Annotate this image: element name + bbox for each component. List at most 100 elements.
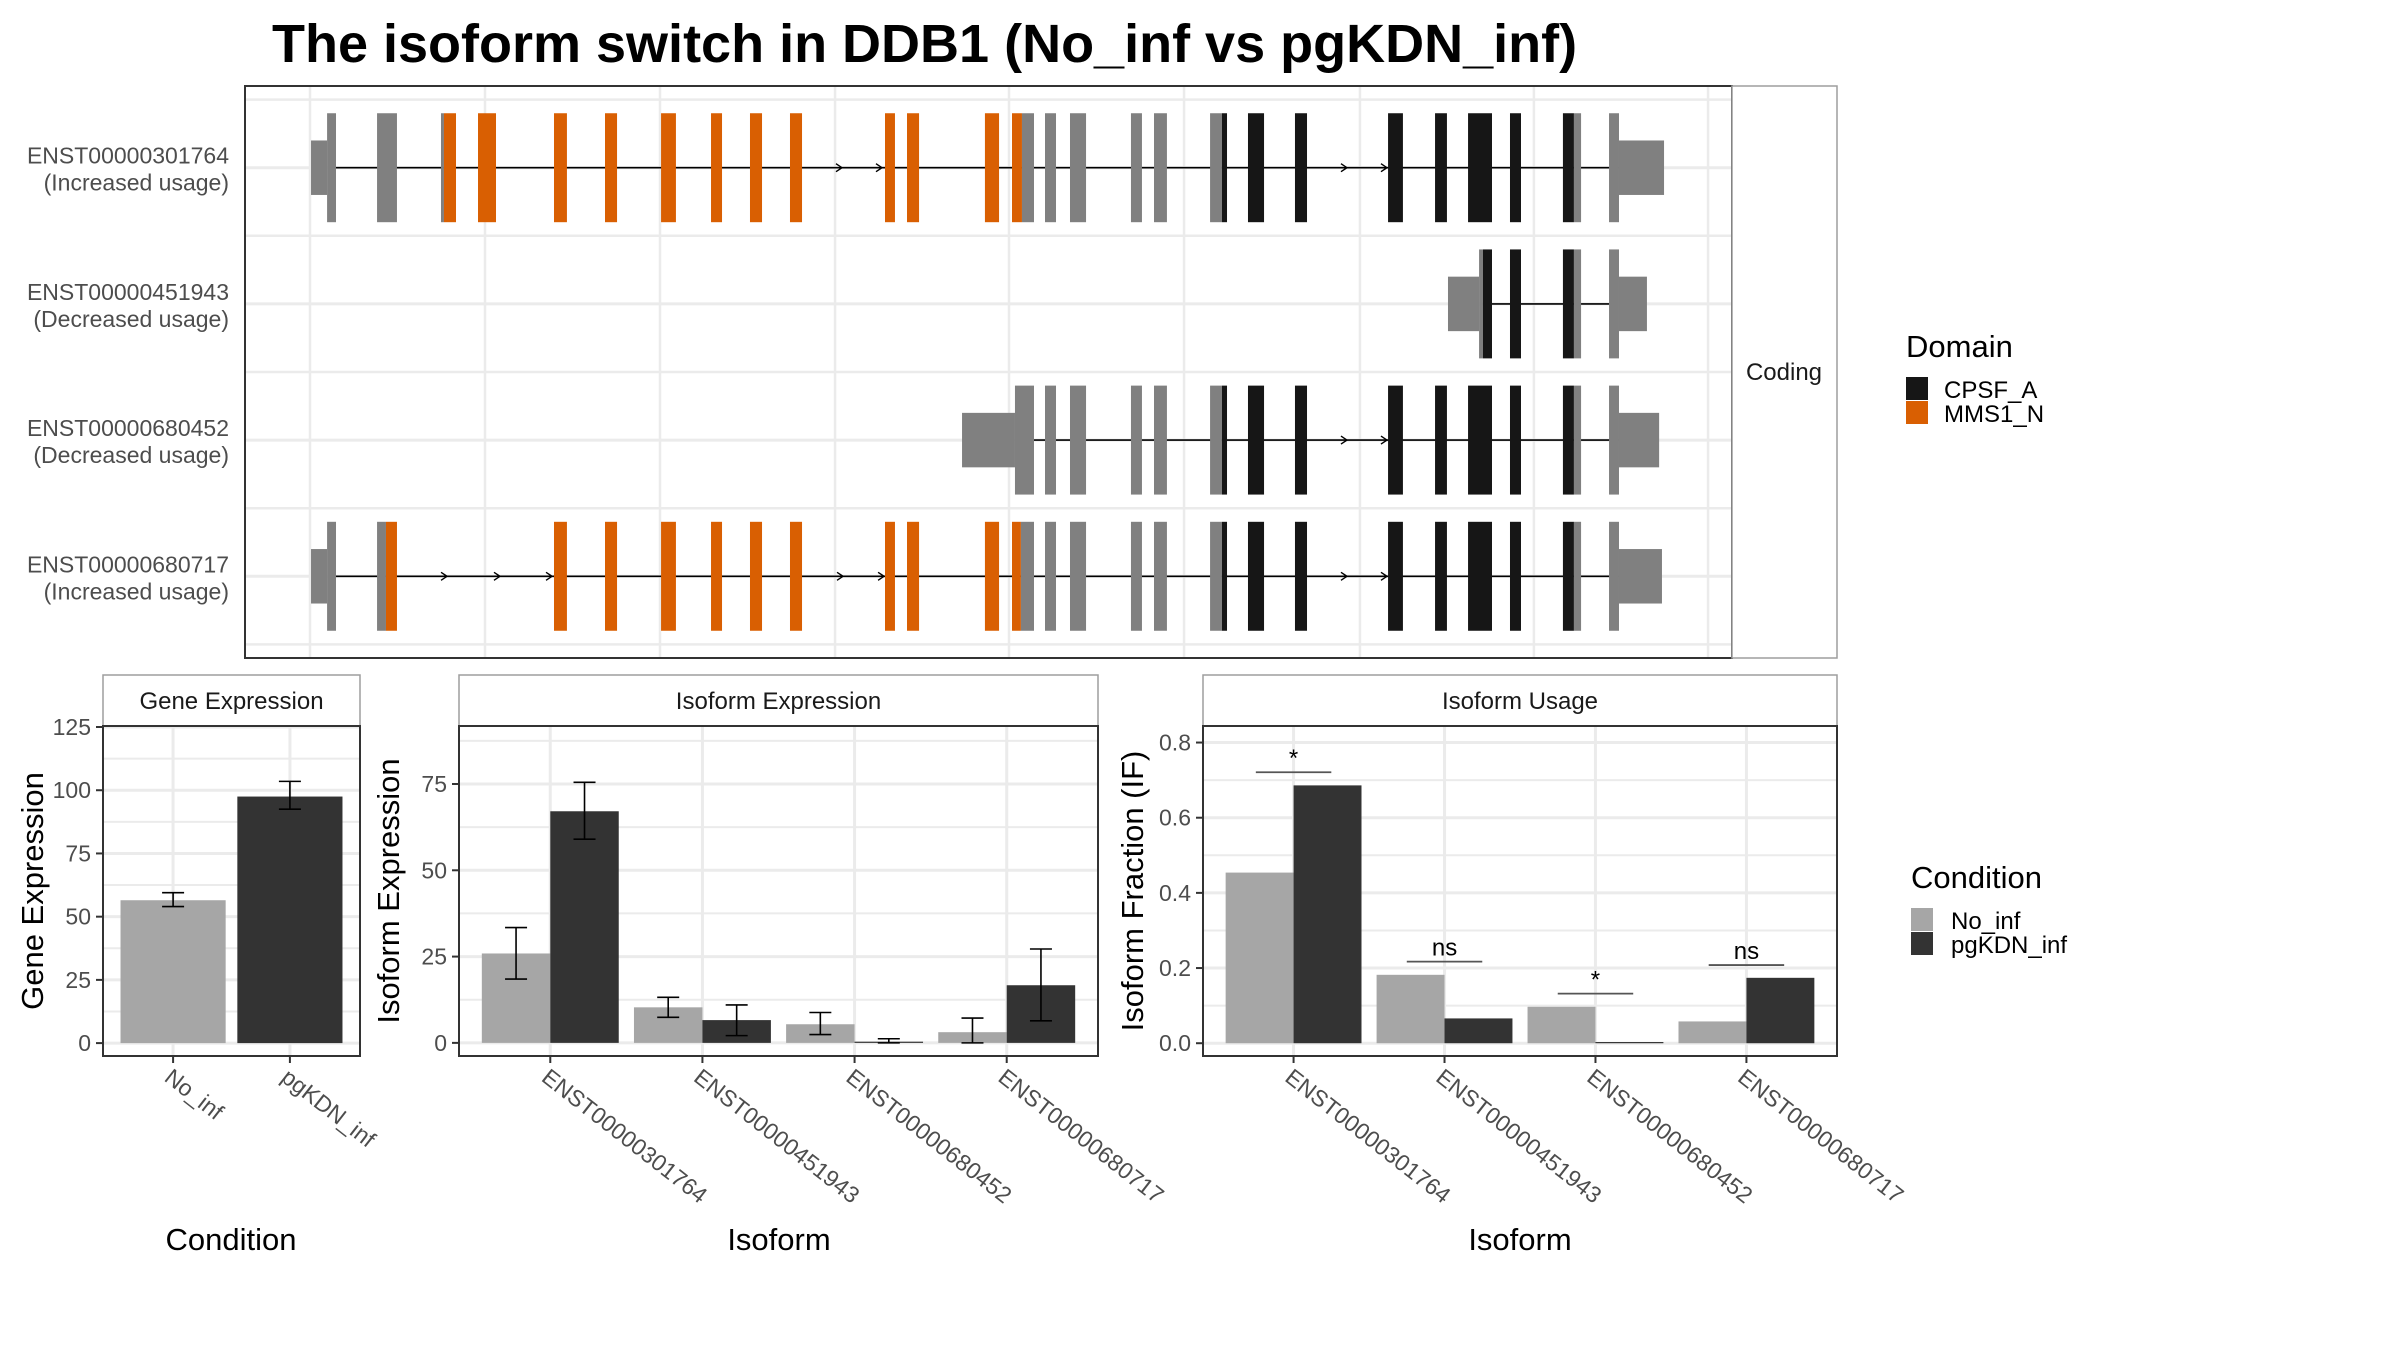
exon xyxy=(1014,385,1035,495)
y-tick-label: 25 xyxy=(65,967,91,993)
exon-domain-cpsf-a xyxy=(1435,521,1447,631)
exon-domain-cpsf-a xyxy=(1468,385,1492,495)
exon-domain-cpsf-a xyxy=(1562,113,1574,223)
exon xyxy=(1210,521,1222,631)
transcript-id-label: ENST00000451943 xyxy=(27,279,229,305)
exon-domain-cpsf-a xyxy=(1294,385,1308,495)
x-tick-label: No_inf xyxy=(160,1063,229,1125)
exon-domain-cpsf-a xyxy=(1468,521,1492,631)
exon xyxy=(1069,385,1087,495)
exon-domain-mms1-n xyxy=(1011,521,1021,631)
legend-label-no-inf: No_inf xyxy=(1951,908,2021,935)
facet-strip-label: Coding xyxy=(1746,359,1822,386)
x-tick-label: ENST00000301764 xyxy=(1280,1063,1455,1208)
x-tick-label: ENST00000680717 xyxy=(1733,1063,1908,1208)
error-bar xyxy=(961,1017,984,1044)
x-axis-title: Condition xyxy=(166,1222,297,1257)
legend-key-pgkdn-inf xyxy=(1911,932,1933,955)
transcript-usage-label: (Increased usage) xyxy=(44,170,229,196)
significance-label: * xyxy=(1289,745,1298,772)
exon-domain-mms1-n xyxy=(661,521,676,631)
significance-label: ns xyxy=(1734,938,1759,965)
exon-domain-mms1-n xyxy=(661,113,676,223)
error-bar xyxy=(877,1037,900,1044)
y-tick-label: 75 xyxy=(421,771,447,797)
exon-domain-cpsf-a xyxy=(1294,521,1308,631)
exon-domain-mms1-n xyxy=(885,521,895,631)
bar-pgkdn-inf-enst00000301764 xyxy=(1293,785,1362,1044)
y-axis-title: Isoform Fraction (IF) xyxy=(1115,751,1150,1032)
exon-domain-cpsf-a xyxy=(1435,113,1447,223)
legend-label-pgkdn-inf: pgKDN_inf xyxy=(1951,932,2067,959)
y-axis-title: Isoform Expression xyxy=(371,758,406,1023)
y-tick-label: 0 xyxy=(78,1030,91,1056)
exon xyxy=(1479,249,1483,359)
exon-domain-cpsf-a xyxy=(1247,385,1265,495)
transcript-usage-label: (Increased usage) xyxy=(44,578,229,604)
transcript-id-label: ENST00000301764 xyxy=(27,143,229,169)
y-axis-title: Gene Expression xyxy=(15,772,50,1010)
exon xyxy=(1154,113,1167,223)
utr-block xyxy=(962,412,1015,468)
exon xyxy=(1130,113,1142,223)
exon xyxy=(1573,385,1582,495)
x-tick-label: ENST00000451943 xyxy=(689,1063,864,1208)
utr-block xyxy=(1447,276,1480,332)
direction-arrow-icon xyxy=(1380,571,1389,581)
x-tick-label: ENST00000451943 xyxy=(1431,1063,1606,1208)
exon xyxy=(1573,249,1582,359)
utr-block xyxy=(1618,549,1662,604)
bar-pgkdn-inf xyxy=(237,796,343,1044)
error-bar xyxy=(725,1004,748,1037)
exon-domain-mms1-n xyxy=(711,113,723,223)
x-axis-title: Isoform xyxy=(1468,1222,1571,1257)
exon-domain-cpsf-a xyxy=(1435,385,1447,495)
exon-domain-cpsf-a xyxy=(1509,385,1521,495)
direction-arrow-icon xyxy=(440,571,449,581)
facet-strip-label: Gene Expression xyxy=(139,688,323,715)
facet-strip xyxy=(458,674,1099,727)
direction-arrow-icon xyxy=(1340,571,1349,581)
y-tick-label: 75 xyxy=(65,840,91,866)
exon-domain-mms1-n xyxy=(1011,113,1022,223)
exon-domain-cpsf-a xyxy=(1562,385,1574,495)
exon xyxy=(1210,113,1222,223)
direction-arrow-icon xyxy=(877,571,886,581)
exon-domain-cpsf-a xyxy=(1562,249,1574,359)
significance-label: * xyxy=(1591,967,1600,994)
figure-title: The isoform switch in DDB1 (No_inf vs pg… xyxy=(272,14,1577,74)
exon-domain-cpsf-a xyxy=(1294,113,1308,223)
x-tick-label: pgKDN_inf xyxy=(277,1063,381,1152)
bar-pgkdn-inf-enst00000680452 xyxy=(1595,1042,1664,1044)
facet-strip xyxy=(1202,674,1838,727)
exon-domain-cpsf-a xyxy=(1562,521,1574,631)
exon-domain-cpsf-a xyxy=(1388,113,1403,223)
direction-arrow-icon xyxy=(1340,163,1349,173)
exon xyxy=(1020,521,1035,631)
utr-block xyxy=(311,140,328,195)
bar-no-inf-enst00000301764 xyxy=(1225,872,1294,1044)
y-tick-label: 0 xyxy=(434,1030,447,1056)
bar-no-inf-enst00000451943 xyxy=(1376,974,1445,1044)
exon-domain-cpsf-a xyxy=(1388,385,1403,495)
x-axis-title: Isoform xyxy=(727,1222,830,1257)
x-tick-label: ENST00000680717 xyxy=(994,1063,1169,1208)
exon xyxy=(1130,521,1142,631)
exon xyxy=(1069,521,1087,631)
exon-domain-cpsf-a xyxy=(1468,113,1492,223)
panel-border xyxy=(1202,725,1838,1057)
y-tick-label: 0.4 xyxy=(1159,880,1191,906)
domain-legend: Domain CPSF_A MMS1_N xyxy=(1906,329,2044,428)
x-tick-label: ENST00000680452 xyxy=(841,1063,1016,1208)
exon-domain-mms1-n xyxy=(443,113,457,223)
exon-domain-mms1-n xyxy=(478,113,497,223)
exon-domain-mms1-n xyxy=(385,521,397,631)
exon xyxy=(1045,113,1057,223)
y-tick-label: 25 xyxy=(421,944,447,970)
exon-domain-cpsf-a xyxy=(1509,521,1521,631)
exon-domain-cpsf-a xyxy=(1247,113,1265,223)
exon-domain-mms1-n xyxy=(984,113,1000,223)
direction-arrow-icon xyxy=(545,571,554,581)
exon-domain-mms1-n xyxy=(553,113,567,223)
